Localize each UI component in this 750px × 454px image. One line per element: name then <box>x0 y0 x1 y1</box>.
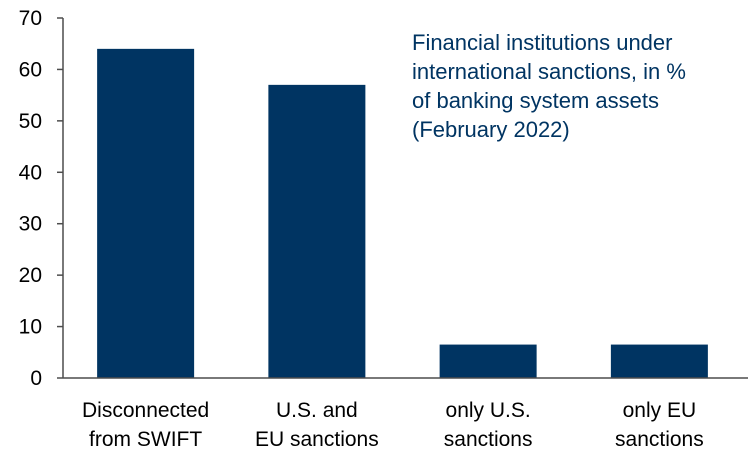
x-category-label: only EU <box>623 399 697 422</box>
annotation-line: of banking system assets <box>412 88 660 113</box>
annotation-line: (February 2022) <box>412 117 570 142</box>
y-tick-label: 30 <box>19 213 42 236</box>
annotation-line: international sanctions, in % <box>412 59 686 84</box>
y-tick-label: 0 <box>30 367 42 390</box>
bar <box>268 84 366 378</box>
x-category-label: only U.S. <box>446 399 531 422</box>
y-tick-label: 40 <box>19 161 42 184</box>
x-category-label: EU sanctions <box>255 428 379 451</box>
bar <box>97 48 195 378</box>
x-axis-category-labels: Disconnected from SWIFT U.S. and EU sanctio… <box>82 399 704 451</box>
chart-annotation: Financial institutions under internation… <box>412 28 742 144</box>
bar <box>610 344 708 378</box>
x-category-label: sanctions <box>444 428 533 451</box>
y-tick-label: 20 <box>19 264 42 287</box>
y-tick-label: 50 <box>19 110 42 133</box>
bars <box>97 48 708 378</box>
x-category-label: Disconnected <box>82 399 209 422</box>
y-axis-ticks: 0 10 20 30 40 50 60 70 <box>19 7 63 390</box>
y-tick-label: 10 <box>19 316 42 339</box>
y-tick-label: 70 <box>19 7 42 30</box>
annotation-line: Financial institutions under <box>412 30 673 55</box>
x-category-label: sanctions <box>615 428 704 451</box>
bar <box>439 344 537 378</box>
x-category-label: from SWIFT <box>89 428 202 451</box>
x-category-label: U.S. and <box>276 399 358 422</box>
y-tick-label: 60 <box>19 58 42 81</box>
